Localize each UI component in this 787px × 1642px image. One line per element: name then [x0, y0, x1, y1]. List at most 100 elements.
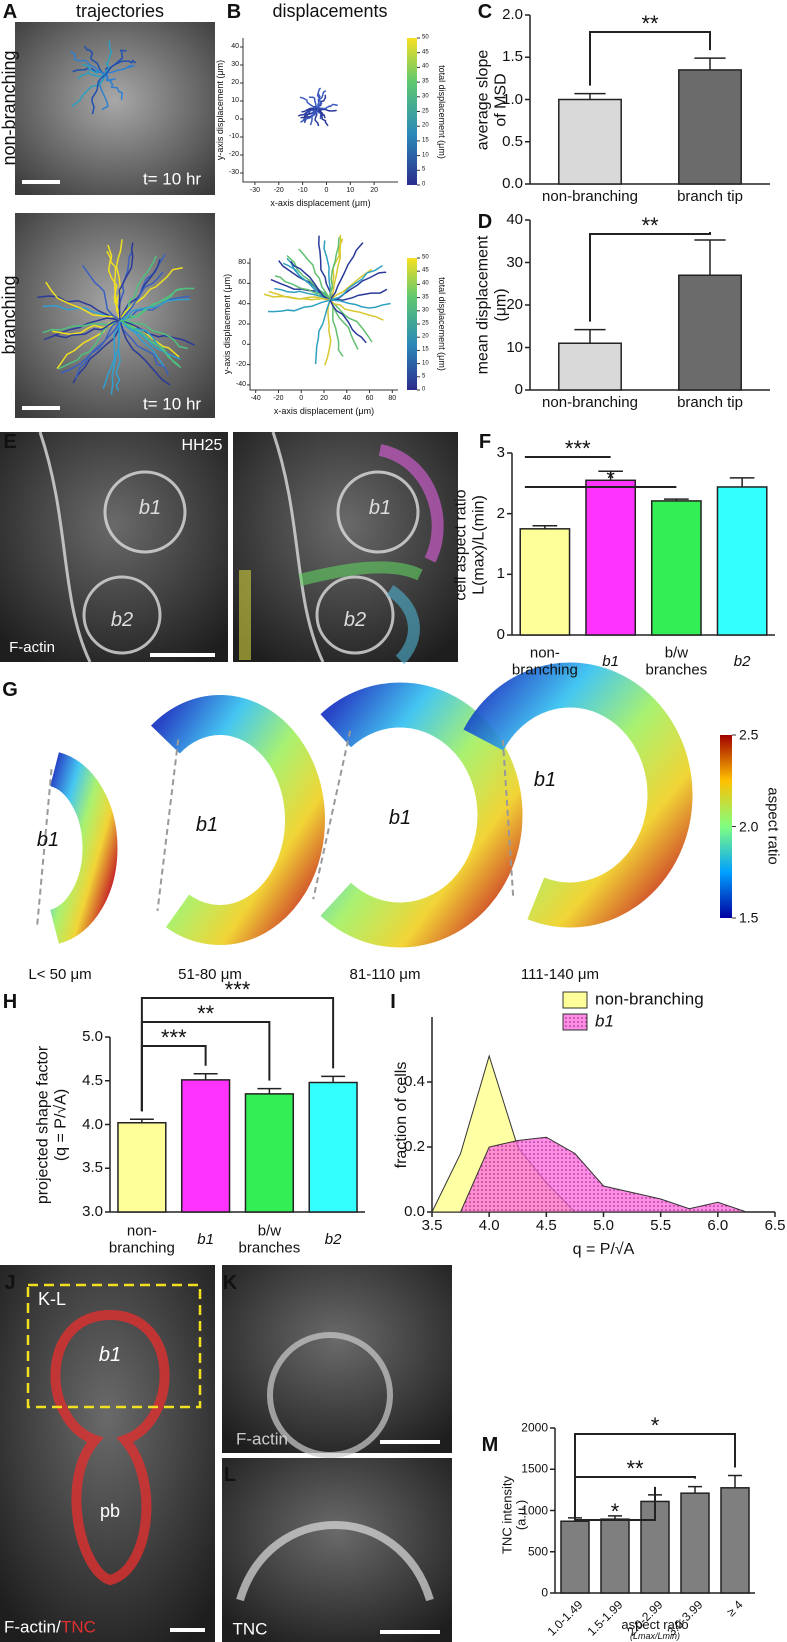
aspect-ratio-heatmap — [463, 662, 693, 928]
label: F-actin/ — [4, 1617, 61, 1637]
significance-bracket — [589, 231, 711, 322]
y-tick-label: 40 — [231, 43, 239, 51]
x-tick-label: non-branching — [542, 393, 638, 411]
panel-letter: B — [226, 1, 242, 23]
trajectory — [329, 299, 344, 357]
x-tick-label: non- branching — [108, 1222, 175, 1256]
y-tick-label: 0 — [514, 380, 523, 398]
x-tick-label: b2 — [324, 1230, 342, 1248]
trajectory — [286, 255, 331, 301]
colorbar-tick-label: 2.0 — [739, 817, 759, 834]
y-tick-label: 0.0 — [404, 1202, 425, 1220]
image-k — [222, 1265, 452, 1453]
branch-chord — [36, 769, 53, 927]
colorbar-tick-label: 15 — [422, 137, 429, 144]
x-tick-label: 4.5 — [535, 1216, 557, 1234]
x-tick-label: branch tip — [677, 393, 743, 411]
legend-label: b1 — [595, 1011, 614, 1031]
trajectory — [118, 242, 134, 321]
y-axis-label: projected shape factor (q = P/√A) — [34, 1045, 69, 1205]
bar — [720, 1487, 750, 1594]
colorbar-tick-label: 45 — [422, 267, 429, 274]
significance-label: *** — [564, 435, 591, 461]
x-tick-label: -10 — [297, 187, 308, 195]
trajectory — [115, 239, 123, 321]
trajectory — [290, 260, 331, 301]
trajectory — [282, 262, 331, 301]
panel-letter: I — [390, 991, 396, 1013]
y-tick-label: -20 — [228, 151, 239, 159]
colorbar-tick-label: 2.5 — [739, 726, 759, 743]
trajectory — [119, 319, 188, 350]
x-axis-label: x-axis displacement (μm) — [270, 198, 371, 209]
y-tick-label: 1.5 — [502, 48, 523, 65]
trajectory — [268, 299, 331, 313]
x-tick-label: 5.0 — [593, 1216, 614, 1234]
x-axis-label: (Lmax/Lmin) — [629, 1631, 681, 1642]
inset-box — [26, 1283, 202, 1409]
error-bar — [129, 1118, 154, 1123]
panel-letter: E — [3, 431, 17, 453]
y-axis-label: cell aspect ratio L(max)/L(min) — [452, 489, 487, 601]
trajectory — [329, 299, 367, 344]
label: F-actin — [236, 1429, 288, 1449]
colorbar-tick-label: 0 — [422, 181, 426, 188]
label: F-actin — [9, 638, 55, 656]
aspect-ratio-heatmap — [49, 752, 118, 944]
label: TNC — [232, 1619, 268, 1639]
colorbar — [720, 735, 732, 918]
x-tick-label: 4.0 — [478, 1216, 500, 1234]
label: b2 — [343, 609, 367, 631]
trajectory — [104, 40, 113, 76]
trajectory — [45, 281, 121, 321]
y-axis-label: TNC intensity (a.u.) — [499, 1475, 529, 1555]
significance-label: * — [606, 465, 615, 491]
trajectory — [104, 64, 135, 76]
trajectory — [119, 255, 157, 321]
branch-chord — [312, 730, 352, 900]
trajectory — [317, 103, 338, 110]
bar — [716, 486, 768, 636]
colorbar-tick-label: 1.5 — [739, 909, 759, 926]
significance-label: ** — [641, 212, 659, 238]
colorbar-tick-label: 45 — [422, 49, 429, 56]
significance-bracket — [140, 997, 335, 1112]
label: b1 — [533, 769, 557, 791]
label: pb — [99, 1501, 121, 1522]
x-axis-label: q = P/√A — [572, 1241, 635, 1259]
length-label: L< 50 μm — [28, 965, 92, 983]
y-tick-label: 40 — [238, 299, 246, 307]
colorbar-tick-label: 50 — [422, 254, 429, 261]
x-tick-label: 20 — [320, 395, 328, 403]
y-tick-label: 1.0 — [502, 90, 523, 108]
y-tick-label: 20 — [506, 295, 523, 313]
trajectory — [324, 299, 332, 366]
y-tick-label: -20 — [235, 360, 246, 368]
length-label: 111-140 μm — [520, 965, 600, 983]
colorbar-tick-label: 30 — [422, 93, 429, 100]
x-tick-label: 60 — [365, 395, 374, 403]
error-bar — [664, 498, 689, 501]
y-tick-label: 0 — [242, 340, 246, 348]
trajectory — [60, 319, 121, 374]
image-e-left — [0, 432, 228, 662]
panel-letter: A — [2, 1, 18, 23]
branch-chord — [156, 739, 180, 912]
label: b1 — [98, 1344, 122, 1366]
bar — [117, 1122, 167, 1213]
error-bar — [729, 477, 755, 487]
trajectory — [119, 319, 195, 346]
bar — [519, 528, 571, 636]
trajectory — [43, 317, 121, 341]
x-tick-label: 80 — [388, 395, 397, 403]
trajectory — [102, 319, 121, 389]
colorbar-tick-label: 25 — [422, 320, 429, 327]
panel-letter: C — [477, 1, 493, 23]
significance-label: * — [650, 1412, 660, 1438]
x-tick-label: 10 — [346, 187, 355, 195]
panel-letter: K — [222, 1272, 238, 1294]
axis — [249, 258, 398, 391]
trajectory — [263, 293, 331, 301]
x-tick-label: 5.5 — [650, 1216, 672, 1234]
